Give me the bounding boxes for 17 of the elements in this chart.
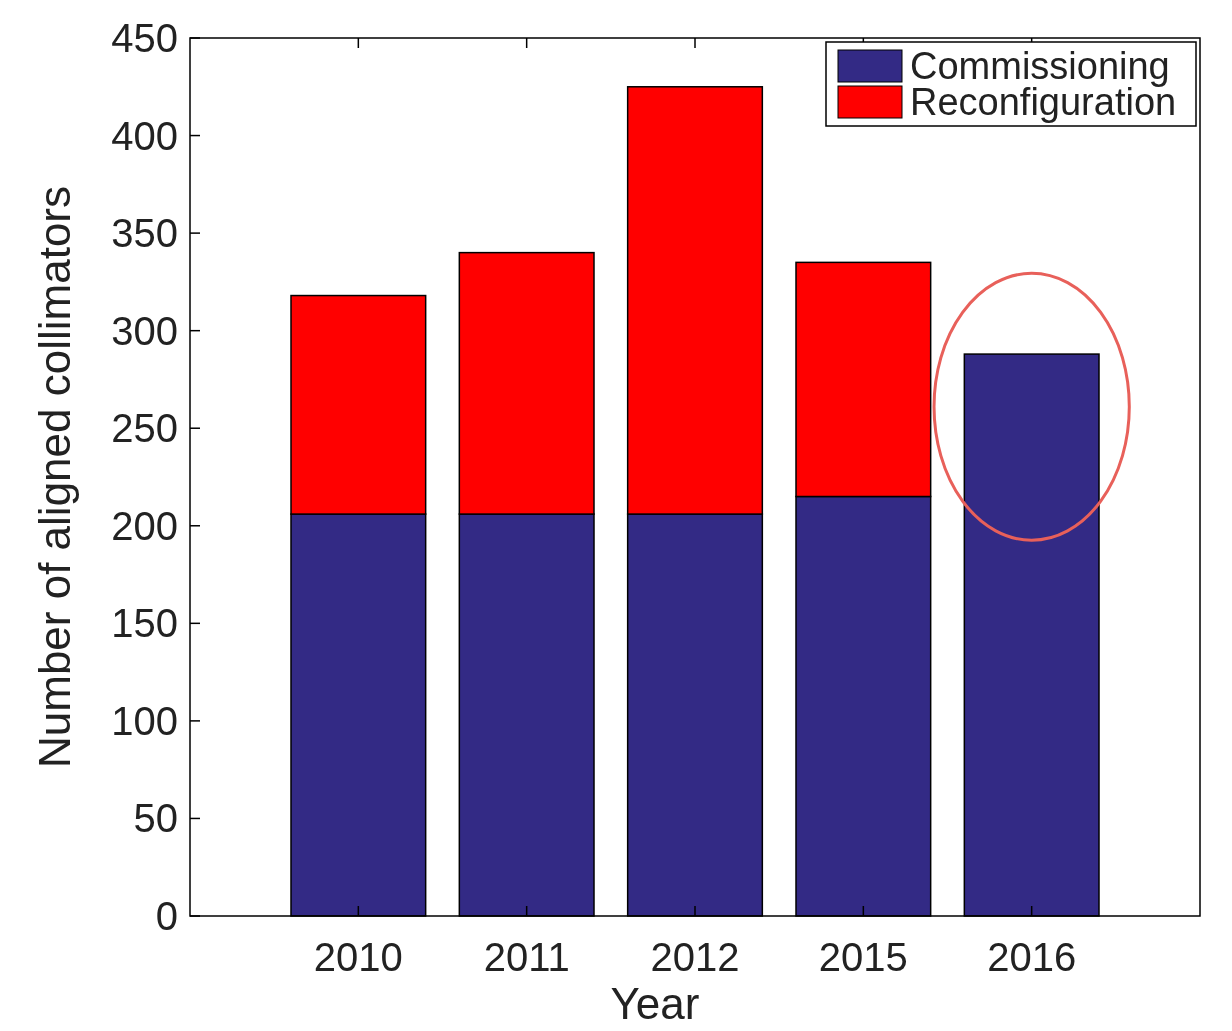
y-tick-label: 200 [111, 503, 178, 548]
x-tick-label: 2015 [818, 935, 908, 979]
y-tick-label: 50 [133, 796, 178, 841]
x-tick-label: 2016 [987, 935, 1077, 979]
y-tick-label: 400 [111, 113, 178, 158]
x-tick-label: 2011 [483, 935, 570, 979]
y-axis-title: Number of aligned collimators [30, 185, 79, 769]
x-axis-title: Year [610, 979, 700, 1028]
y-tick-label: 450 [111, 16, 178, 60]
y-tick-label: 100 [111, 698, 178, 743]
y-tick-label: 0 [155, 894, 178, 938]
x-tick-label: 2012 [650, 935, 740, 979]
y-tick-label: 300 [111, 308, 178, 353]
x-tick-label: 2010 [313, 935, 403, 979]
y-tick-label: 350 [111, 211, 178, 256]
y-tick-label: 150 [111, 601, 178, 646]
y-tick-label: 250 [111, 406, 178, 451]
